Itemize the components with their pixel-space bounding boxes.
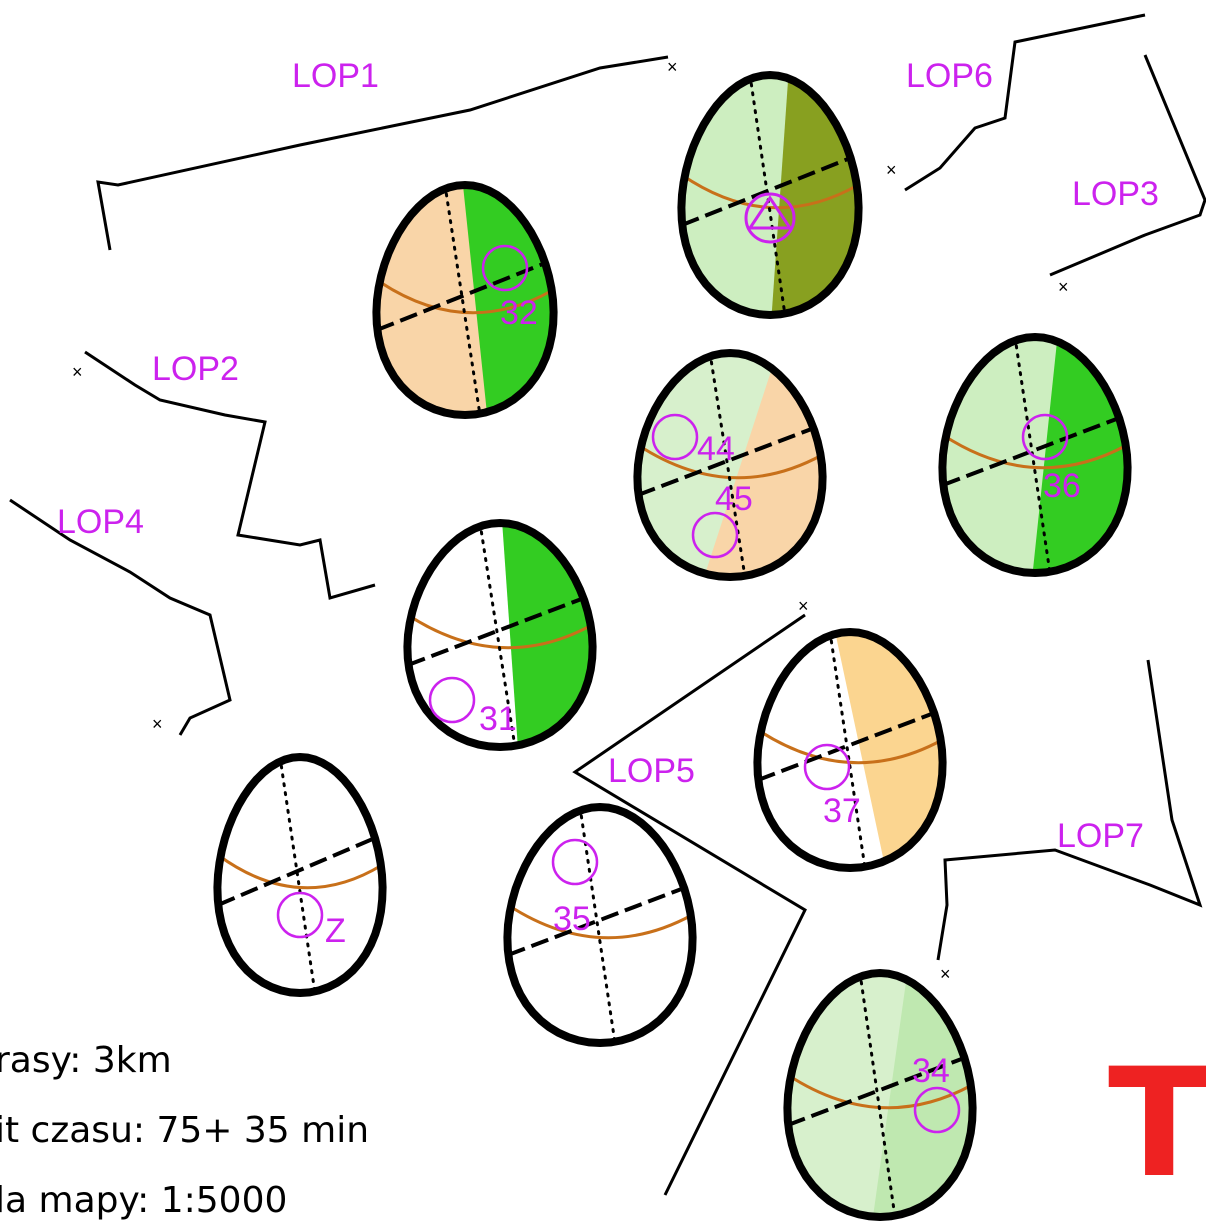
control-number: 36 xyxy=(1043,467,1081,505)
control-number: 32 xyxy=(500,294,538,332)
x-marker: × xyxy=(152,714,163,734)
leg-label: LOP3 xyxy=(1072,175,1159,213)
control-number: 44 xyxy=(697,430,735,468)
x-marker: × xyxy=(798,596,809,616)
leg-label: LOP6 xyxy=(906,57,993,95)
terrain-patch xyxy=(502,515,629,746)
x-marker: × xyxy=(886,160,897,180)
info-line: it czasu: 75+ 35 min xyxy=(0,1110,369,1151)
info-line: la mapy: 1:5000 xyxy=(0,1180,287,1221)
control-number: 45 xyxy=(715,480,753,518)
map-excerpt xyxy=(357,173,594,425)
control-number: 34 xyxy=(912,1052,950,1090)
leg-label: LOP2 xyxy=(152,350,239,388)
x-marker: × xyxy=(667,57,678,77)
leg-label: LOP7 xyxy=(1057,817,1144,855)
map-excerpts xyxy=(198,65,1169,1221)
map-excerpt xyxy=(488,797,722,1053)
x-marker: × xyxy=(72,362,83,382)
route-line xyxy=(905,15,1145,190)
route-line xyxy=(938,660,1200,960)
route-line xyxy=(98,57,668,250)
leg-label: LOP1 xyxy=(292,57,379,95)
control-number: 35 xyxy=(553,900,591,938)
x-marker: × xyxy=(1058,277,1069,297)
map-excerpt xyxy=(618,343,881,609)
control-number: 37 xyxy=(823,792,861,830)
map-excerpt xyxy=(738,609,994,878)
orienteering-map: × × × × × × × LOP1 LOP6 LOP3 LOP2 LOP4 L… xyxy=(0,0,1206,1221)
map-excerpt xyxy=(923,327,1169,585)
corner-letter: T xyxy=(1108,1037,1206,1211)
control-number: Z xyxy=(325,912,346,950)
info-line: rasy: 3km xyxy=(0,1040,172,1081)
x-marker: × xyxy=(940,964,951,984)
control-number: 31 xyxy=(479,700,517,738)
route-line xyxy=(85,352,375,598)
leg-label: LOP4 xyxy=(57,503,144,541)
leg-label: LOP5 xyxy=(608,752,695,790)
route-line xyxy=(1050,55,1205,275)
